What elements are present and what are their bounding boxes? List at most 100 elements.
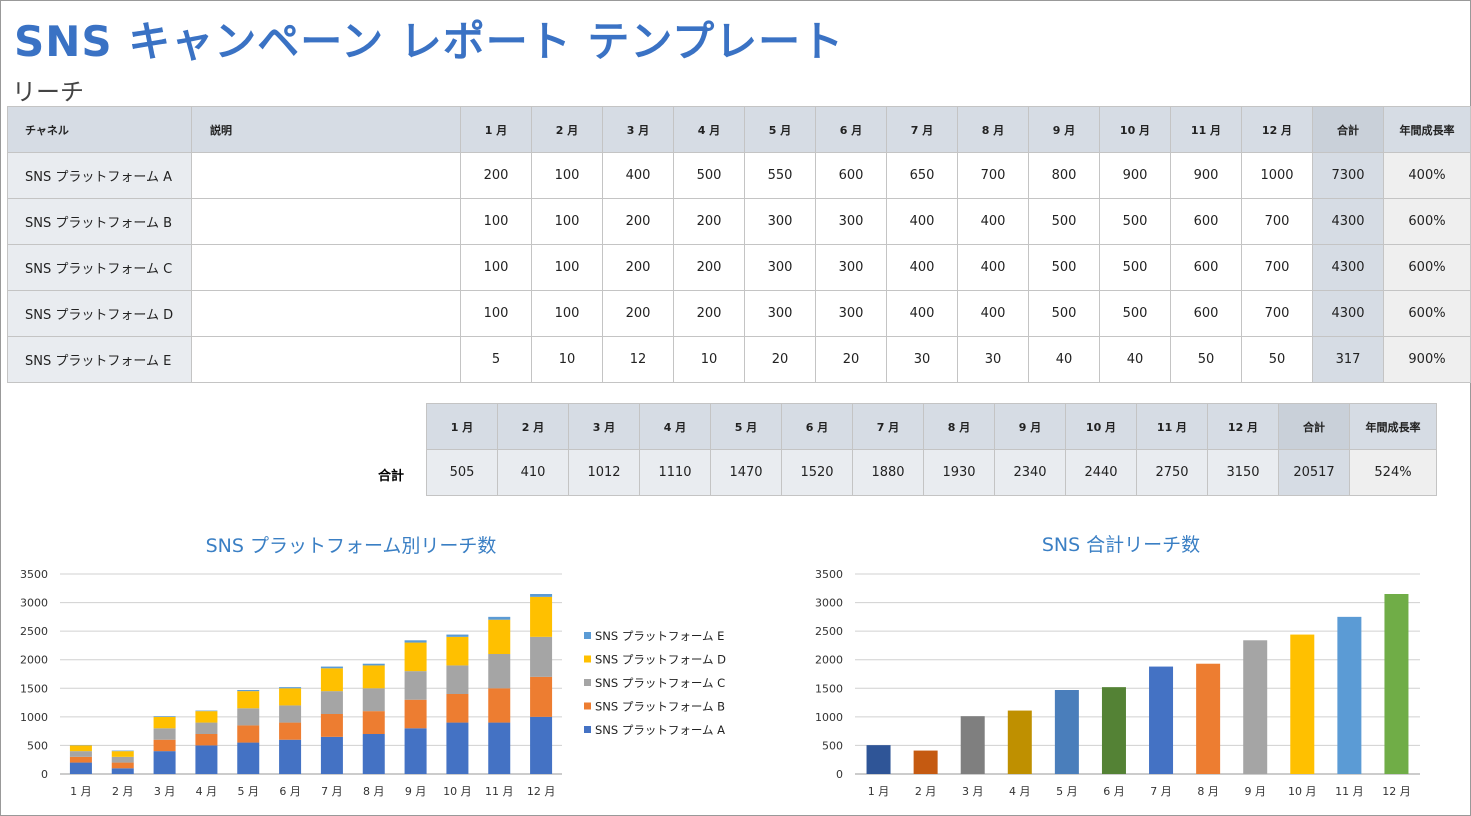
column-header[interactable]: 9 月 xyxy=(994,403,1066,450)
summary-value-cell[interactable]: 1880 xyxy=(852,449,924,496)
column-header[interactable]: 合計 xyxy=(1278,403,1350,450)
month-value-cell[interactable]: 600 xyxy=(1170,198,1242,245)
total-cell[interactable]: 317 xyxy=(1312,336,1384,383)
month-value-cell[interactable]: 700 xyxy=(1241,198,1313,245)
y-tick-label: 3000 xyxy=(20,597,48,610)
bar xyxy=(1196,663,1221,774)
column-header[interactable]: 4 月 xyxy=(639,403,711,450)
month-value-cell[interactable]: 30 xyxy=(957,336,1029,383)
description-cell[interactable] xyxy=(191,198,461,245)
column-header[interactable]: 8 月 xyxy=(957,106,1029,153)
month-value-cell[interactable]: 10 xyxy=(673,336,745,383)
month-value-cell[interactable]: 400 xyxy=(957,290,1029,337)
column-header[interactable]: 12 月 xyxy=(1207,403,1279,450)
month-value-cell[interactable]: 10 xyxy=(531,336,603,383)
month-value-cell[interactable]: 300 xyxy=(815,290,887,337)
month-value-cell[interactable]: 550 xyxy=(744,152,816,199)
column-header[interactable]: 11 月 xyxy=(1136,403,1208,450)
column-header[interactable]: 2 月 xyxy=(497,403,569,450)
summary-growth-cell[interactable]: 524% xyxy=(1349,449,1437,496)
channel-cell[interactable]: SNS プラットフォーム A xyxy=(7,152,192,199)
stacked-bar-segment xyxy=(69,751,92,757)
description-cell[interactable] xyxy=(191,244,461,291)
month-value-cell[interactable]: 200 xyxy=(673,198,745,245)
channel-cell[interactable]: SNS プラットフォーム C xyxy=(7,244,192,291)
column-header[interactable]: 5 月 xyxy=(710,403,782,450)
month-value-cell[interactable]: 100 xyxy=(460,290,532,337)
month-value-cell[interactable]: 700 xyxy=(957,152,1029,199)
growth-cell[interactable]: 600% xyxy=(1383,290,1471,337)
summary-value-cell[interactable]: 1930 xyxy=(923,449,995,496)
summary-value-cell[interactable]: 410 xyxy=(497,449,569,496)
column-header[interactable]: 年間成長率 xyxy=(1349,403,1437,450)
month-value-cell[interactable]: 700 xyxy=(1241,244,1313,291)
month-value-cell[interactable]: 600 xyxy=(1170,244,1242,291)
month-value-cell[interactable]: 50 xyxy=(1170,336,1242,383)
total-cell[interactable]: 4300 xyxy=(1312,290,1384,337)
x-tick-label: 9 月 xyxy=(405,785,427,798)
legend-label: SNS プラットフォーム B xyxy=(595,700,725,714)
month-value-cell[interactable]: 50 xyxy=(1241,336,1313,383)
growth-cell[interactable]: 400% xyxy=(1383,152,1471,199)
stacked-bar-segment xyxy=(446,636,469,666)
month-value-cell[interactable]: 400 xyxy=(957,198,1029,245)
month-value-cell[interactable]: 40 xyxy=(1028,336,1100,383)
y-tick-label: 500 xyxy=(27,739,48,752)
month-value-cell[interactable]: 500 xyxy=(1028,290,1100,337)
summary-value-cell[interactable]: 505 xyxy=(426,449,498,496)
growth-cell[interactable]: 900% xyxy=(1383,336,1471,383)
column-header[interactable]: 7 月 xyxy=(886,106,958,153)
month-value-cell[interactable]: 300 xyxy=(744,198,816,245)
column-header[interactable]: 9 月 xyxy=(1028,106,1100,153)
column-header[interactable]: 6 月 xyxy=(815,106,887,153)
column-header[interactable]: 8 月 xyxy=(923,403,995,450)
column-header[interactable]: 年間成長率 xyxy=(1383,106,1471,153)
month-value-cell[interactable]: 600 xyxy=(815,152,887,199)
column-header[interactable]: 10 月 xyxy=(1099,106,1171,153)
x-tick-label: 3 月 xyxy=(154,785,176,798)
month-value-cell[interactable]: 500 xyxy=(1099,198,1171,245)
stacked-bar-segment xyxy=(404,699,427,729)
month-value-cell[interactable]: 900 xyxy=(1099,152,1171,199)
column-header[interactable]: 7 月 xyxy=(852,403,924,450)
channel-cell[interactable]: SNS プラットフォーム E xyxy=(7,336,192,383)
description-cell[interactable] xyxy=(191,152,461,199)
month-value-cell[interactable]: 200 xyxy=(602,198,674,245)
column-header[interactable]: 合計 xyxy=(1312,106,1384,153)
total-cell[interactable]: 7300 xyxy=(1312,152,1384,199)
month-value-cell[interactable]: 650 xyxy=(886,152,958,199)
total-cell[interactable]: 4300 xyxy=(1312,244,1384,291)
summary-total-cell[interactable]: 20517 xyxy=(1278,449,1350,496)
bar xyxy=(1384,594,1409,774)
column-header[interactable]: 12 月 xyxy=(1241,106,1313,153)
stacked-bar-segment xyxy=(530,594,553,597)
month-value-cell[interactable]: 12 xyxy=(602,336,674,383)
month-value-cell[interactable]: 300 xyxy=(815,244,887,291)
column-header[interactable]: 10 月 xyxy=(1065,403,1137,450)
month-value-cell[interactable]: 400 xyxy=(886,290,958,337)
month-value-cell[interactable]: 300 xyxy=(744,290,816,337)
summary-value-cell[interactable]: 1520 xyxy=(781,449,853,496)
month-value-cell[interactable]: 20 xyxy=(815,336,887,383)
summary-value-cell[interactable]: 2750 xyxy=(1136,449,1208,496)
column-header[interactable]: 1 月 xyxy=(426,403,498,450)
summary-value-cell[interactable]: 3150 xyxy=(1207,449,1279,496)
column-header[interactable]: 説明 xyxy=(191,106,461,153)
column-header[interactable]: 5 月 xyxy=(744,106,816,153)
month-value-cell[interactable]: 500 xyxy=(1099,290,1171,337)
month-value-cell[interactable]: 100 xyxy=(460,198,532,245)
growth-cell[interactable]: 600% xyxy=(1383,244,1471,291)
channel-cell[interactable]: SNS プラットフォーム D xyxy=(7,290,192,337)
growth-cell[interactable]: 600% xyxy=(1383,198,1471,245)
stacked-bar-segment xyxy=(153,739,176,752)
summary-value-cell[interactable]: 1110 xyxy=(639,449,711,496)
column-header[interactable]: 4 月 xyxy=(673,106,745,153)
month-value-cell[interactable]: 30 xyxy=(886,336,958,383)
description-cell[interactable] xyxy=(191,336,461,383)
month-value-cell[interactable]: 800 xyxy=(1028,152,1100,199)
channel-cell[interactable]: SNS プラットフォーム B xyxy=(7,198,192,245)
month-value-cell[interactable]: 40 xyxy=(1099,336,1171,383)
column-header[interactable]: 6 月 xyxy=(781,403,853,450)
summary-value-cell[interactable]: 2440 xyxy=(1065,449,1137,496)
